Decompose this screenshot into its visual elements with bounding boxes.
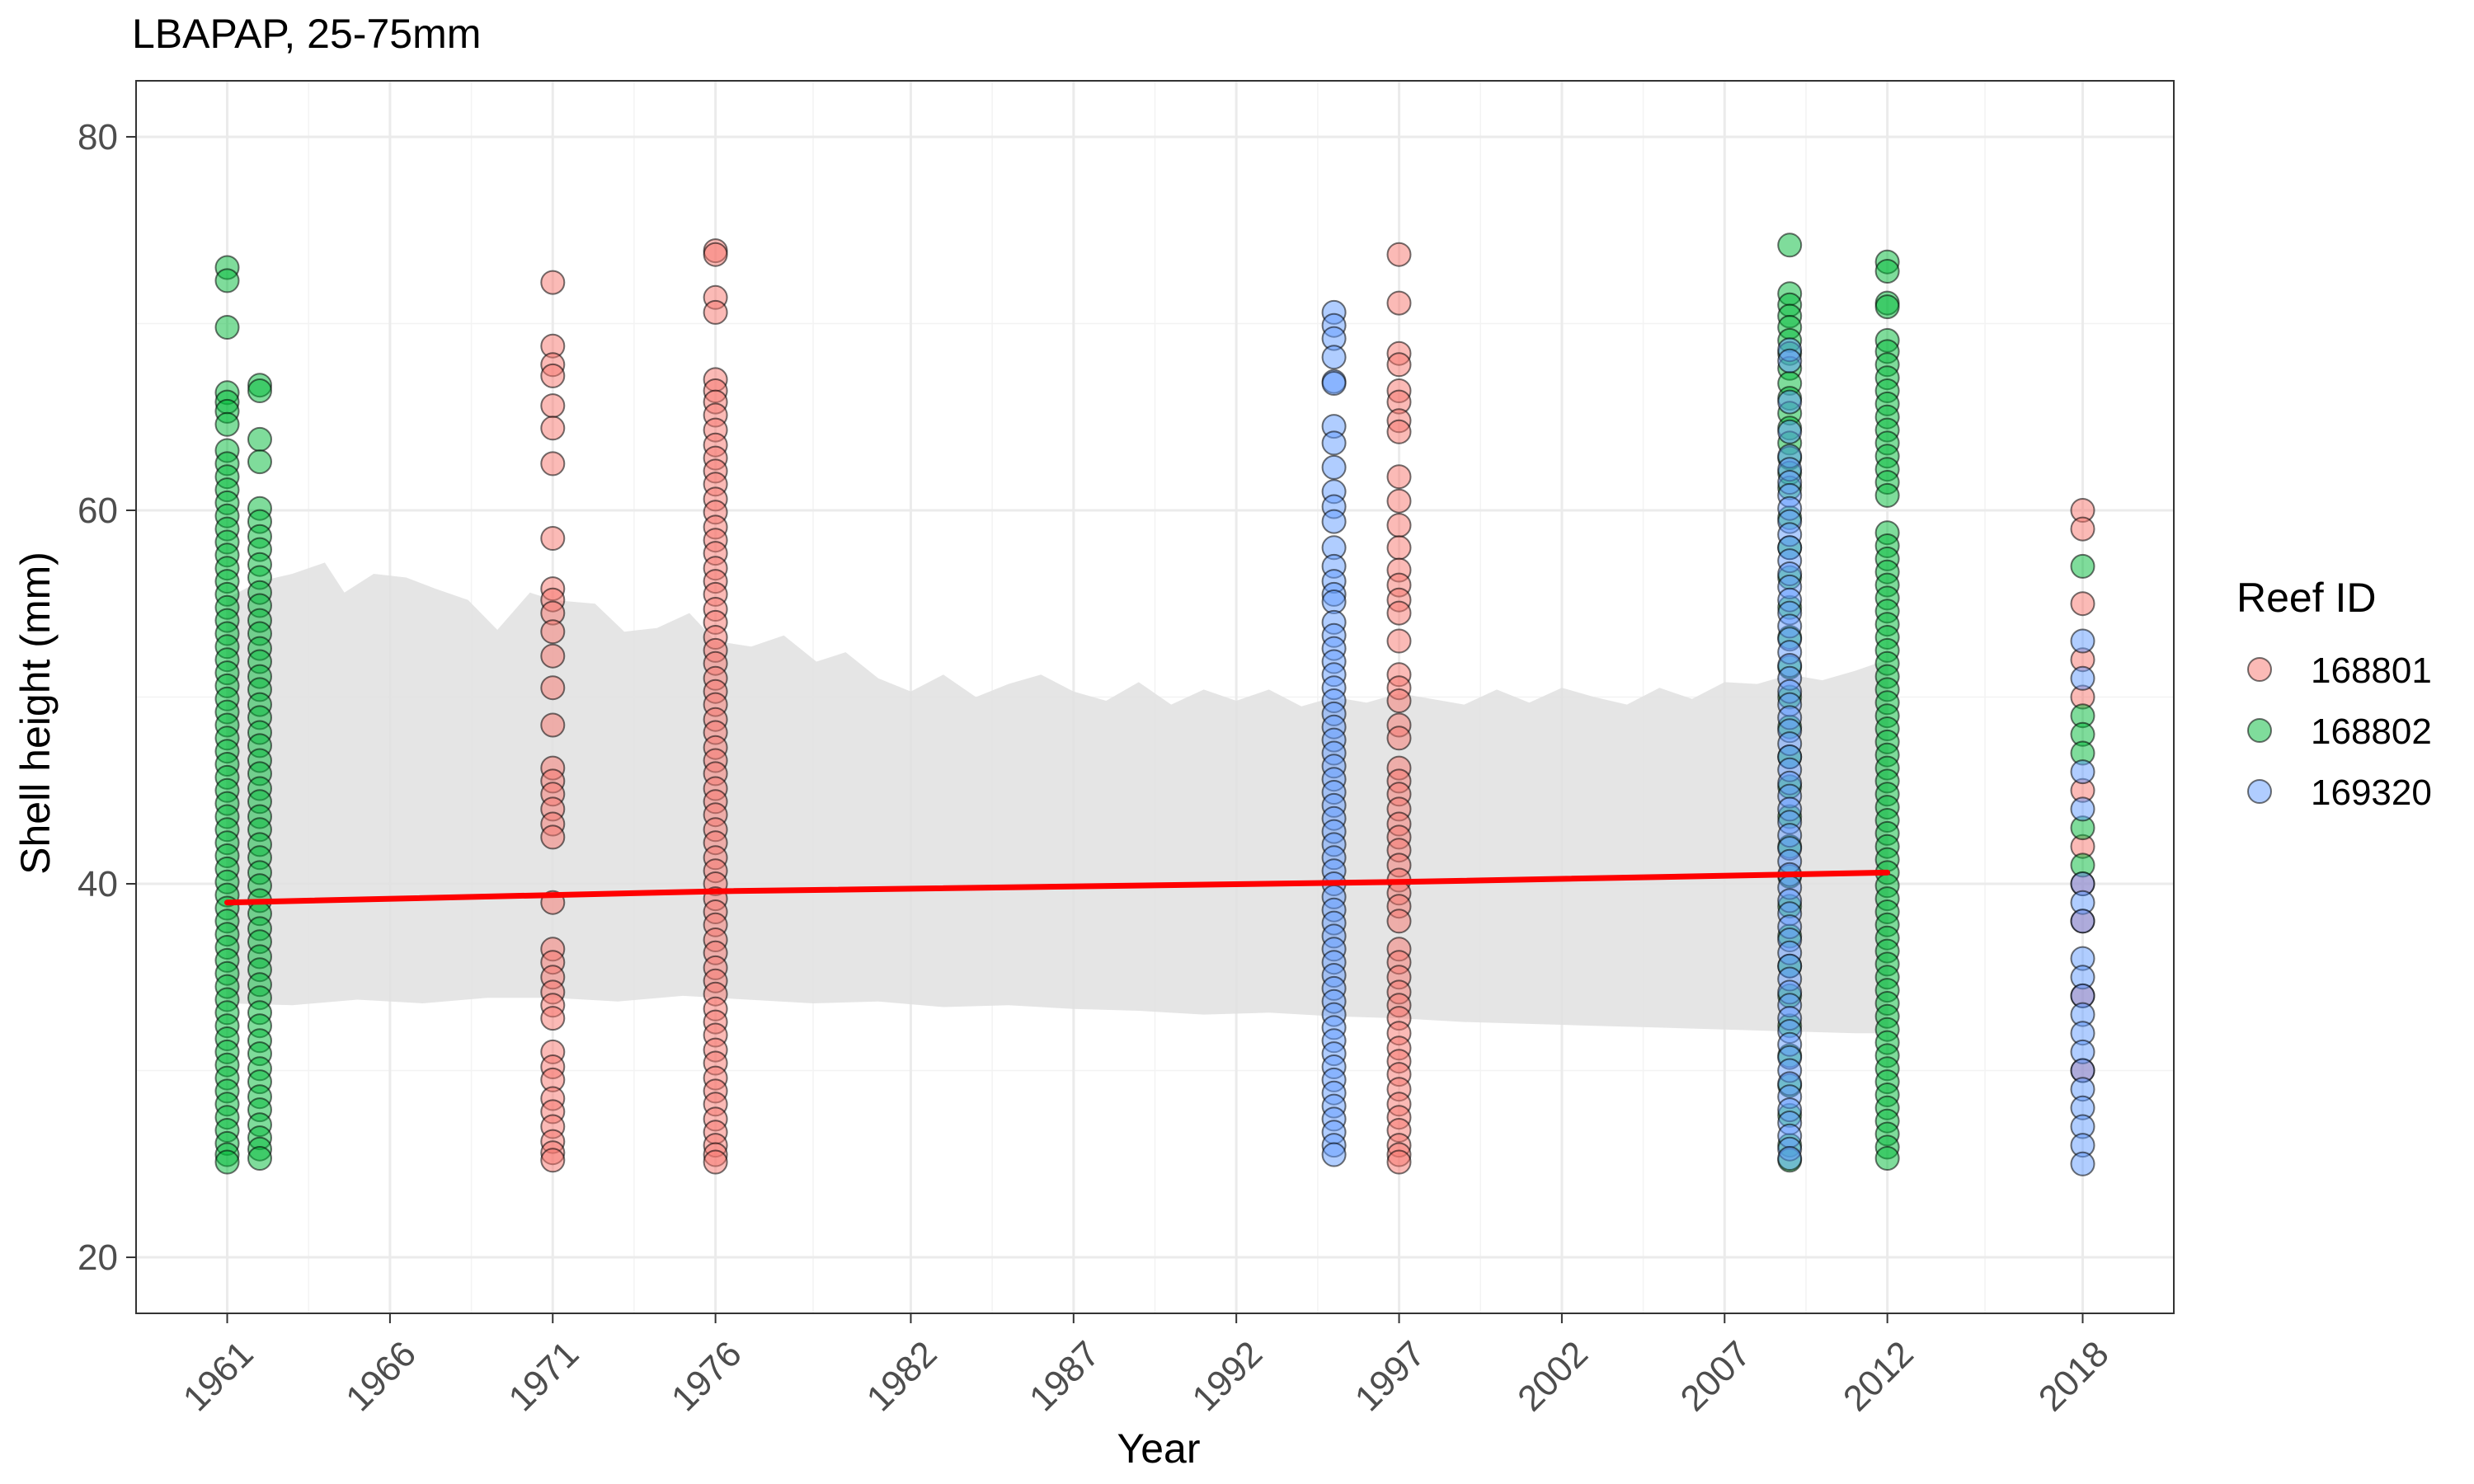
data-point-168801 [1386, 600, 1412, 626]
data-point-168801 [2070, 516, 2095, 542]
data-point-169320 [1777, 348, 1803, 373]
x-axis-title: Year [1117, 1425, 1200, 1472]
data-point-169320 [1777, 389, 1803, 415]
data-point-168801 [703, 1149, 728, 1175]
data-point-168801 [540, 270, 566, 295]
data-point-168801 [2070, 591, 2095, 617]
data-point-168802 [247, 378, 272, 403]
data-point-168802 [247, 1146, 272, 1171]
x-tick-label: 1966 [338, 1333, 424, 1419]
x-tick-label: 2012 [1836, 1333, 1921, 1419]
data-point-169320 [2070, 796, 2095, 822]
data-point-168802 [214, 411, 240, 437]
x-tick-label: 1982 [859, 1333, 945, 1419]
legend: Reef ID 168801 168802 169320 [2236, 575, 2432, 813]
data-point-169320 [2070, 759, 2095, 785]
data-point-168801 [540, 675, 566, 701]
y-axis: 20 40 60 80 [78, 117, 136, 1278]
data-point-168801 [1386, 628, 1412, 654]
data-point-168801 [540, 393, 566, 419]
data-point-169320 [1321, 371, 1347, 396]
y-tick-label: 20 [78, 1237, 118, 1278]
y-axis-title: Shell height (mm) [12, 552, 59, 875]
data-point-168801 [540, 1006, 566, 1031]
data-point-168801 [1386, 909, 1412, 934]
data-point-168801 [540, 526, 566, 551]
data-point-169320 [1321, 454, 1347, 480]
x-tick-label: 2018 [2031, 1333, 2117, 1419]
data-point-168802 [214, 268, 240, 294]
legend-key-168802 [2247, 718, 2272, 743]
data-point-168801 [540, 619, 566, 645]
legend-key-169320 [2247, 779, 2272, 804]
x-tick-label: 1992 [1184, 1333, 1270, 1419]
data-point-168802 [1874, 294, 1900, 320]
x-tick-label: 1971 [501, 1333, 587, 1419]
legend-label-168801: 168801 [2311, 650, 2432, 691]
data-point-168801 [540, 712, 566, 738]
panel-border [135, 80, 2175, 1314]
data-point-169320 [1321, 430, 1347, 456]
data-point-168801 [1386, 726, 1412, 751]
data-point-169320 [1777, 1146, 1803, 1171]
data-point-168802 [1874, 1146, 1900, 1171]
data-point-168801 [540, 643, 566, 669]
trend-line [224, 869, 1891, 906]
x-tick-label: 1976 [664, 1333, 750, 1419]
data-point-169320 [2070, 1151, 2095, 1176]
x-tick-label: 1961 [176, 1333, 261, 1419]
y-tick-label: 80 [78, 117, 118, 157]
x-tick-label: 1987 [1022, 1333, 1108, 1419]
x-axis: 1961 1966 1971 1976 1982 1987 1992 1997 2002 2007… [176, 1313, 2117, 1419]
data-point-168802 [214, 1149, 240, 1175]
x-tick-label: 2002 [1510, 1333, 1596, 1419]
data-point-169320 [1777, 419, 1803, 444]
data-point-169320 [1321, 589, 1347, 614]
data-point-169320 [1321, 509, 1347, 534]
legend-key-168801 [2247, 657, 2272, 682]
plot-panel [135, 80, 2175, 1314]
confidence-band [227, 562, 1888, 1034]
data-point-168801 [703, 242, 728, 267]
x-tick-label: 2007 [1673, 1333, 1759, 1419]
data-point-168801 [1386, 352, 1412, 378]
data-point-169320 [1321, 345, 1347, 370]
data-point-168801 [1386, 535, 1412, 561]
data-point-168801 [540, 824, 566, 850]
y-tick-label: 40 [78, 864, 118, 904]
y-tick-label: 60 [78, 491, 118, 531]
data-point-168801 [540, 363, 566, 388]
data-point-168802 [247, 449, 272, 475]
data-point-168801 [703, 299, 728, 325]
data-point-168801 [1386, 464, 1412, 490]
data-point-169320 [2070, 665, 2095, 691]
data-point-168802 [1777, 232, 1803, 258]
legend-label-169320: 169320 [2311, 773, 2432, 813]
data-point-168801 [1386, 1149, 1412, 1175]
data-point-168801 [1386, 488, 1412, 514]
data-point-168802 [214, 315, 240, 340]
x-tick-label: 1997 [1348, 1333, 1433, 1419]
data-point-168801 [540, 451, 566, 477]
data-point-168802 [2070, 553, 2095, 579]
legend-label-168802: 168802 [2311, 711, 2432, 752]
data-point-168802 [1874, 259, 1900, 284]
data-point-168801 [1386, 290, 1412, 316]
data-point-168801 [1386, 513, 1412, 538]
data-point-169320 [2070, 909, 2095, 934]
data-point-168801 [1386, 242, 1412, 267]
data-point-168801 [1386, 419, 1412, 444]
legend-title: Reef ID [2236, 575, 2377, 621]
data-point-168802 [1874, 482, 1900, 508]
data-point-168801 [540, 1148, 566, 1173]
data-point-168802 [247, 426, 272, 452]
data-point-169320 [2070, 628, 2095, 654]
data-point-169320 [1321, 1142, 1347, 1167]
data-point-168801 [1386, 688, 1412, 713]
chart-title: LBAPAP, 25-75mm [132, 11, 481, 57]
data-point-168801 [540, 416, 566, 441]
